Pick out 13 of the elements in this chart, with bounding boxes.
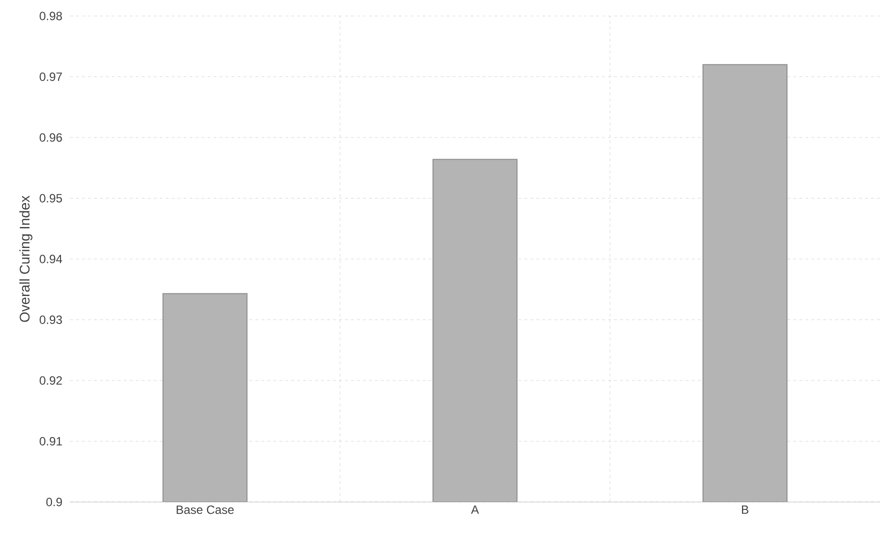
y-tick-label: 0.95 xyxy=(40,194,62,202)
y-axis-title: Overall Curing Index xyxy=(19,196,32,322)
y-tick-label: 0.91 xyxy=(40,437,62,446)
y-tick-label: 0.97 xyxy=(40,72,62,81)
y-tick-label: 0.9 xyxy=(46,498,62,506)
y-tick-label: 0.93 xyxy=(40,316,62,324)
x-tick-label: Base Case xyxy=(176,506,234,514)
x-tick-label: B xyxy=(742,506,748,514)
x-tick-label: A xyxy=(471,506,479,514)
y-tick-label: 0.96 xyxy=(40,133,62,142)
y-tick-label: 0.98 xyxy=(40,12,62,20)
y-tick-label: 0.92 xyxy=(40,376,62,385)
y-tick-label: 0.94 xyxy=(40,254,62,264)
